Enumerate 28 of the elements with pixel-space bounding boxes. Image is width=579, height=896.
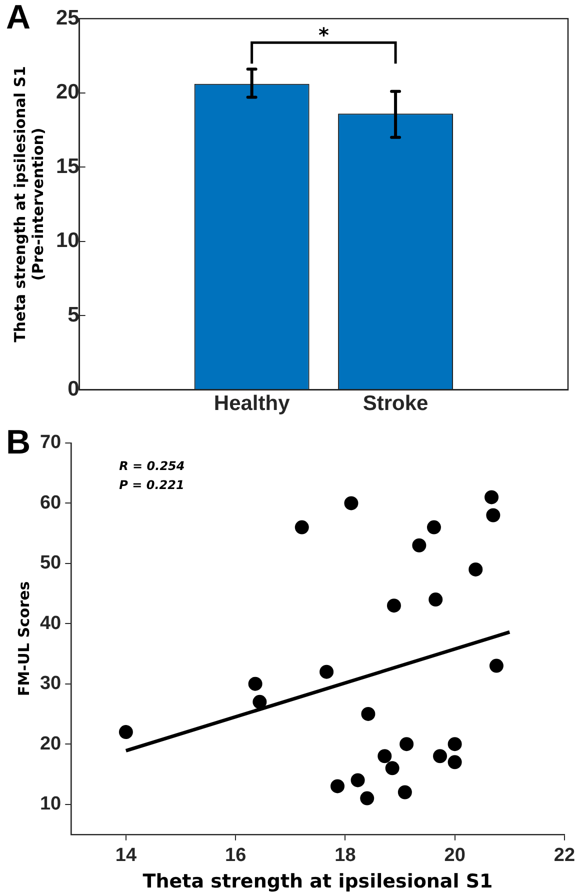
y-tick-label: 0 xyxy=(68,378,80,401)
y-tick-label: 50 xyxy=(40,552,62,574)
annotation: P = 0.221 xyxy=(119,478,184,492)
x-tick-label: 16 xyxy=(224,845,246,866)
y-tick-label: 30 xyxy=(40,673,62,694)
y-tick-label: 15 xyxy=(56,154,80,178)
y-tick-label: 60 xyxy=(40,492,62,514)
chart-title: A xyxy=(6,0,31,36)
y-axis-title: Theta strength at ipsilesional S1 (Pre-intervention) xyxy=(10,66,47,342)
x-tick-label: Stroke xyxy=(362,392,428,416)
y-tick-label: 20 xyxy=(40,733,62,754)
x-tick-label: 18 xyxy=(334,845,356,866)
x-axis-title: Theta strength at ipsilesional S1 xyxy=(142,870,493,893)
y-tick-label: 10 xyxy=(56,229,80,252)
y-tick-label: 20 xyxy=(56,80,80,104)
annotation: R = 0.254 xyxy=(119,459,185,474)
y-tick-label: 5 xyxy=(68,303,80,326)
y-axis-title: FM-UL Scores xyxy=(14,581,33,696)
chart-title: B xyxy=(6,423,31,462)
y-tick-label: 10 xyxy=(40,794,62,815)
x-tick-label: Healthy xyxy=(214,392,290,416)
y-tick-label: 70 xyxy=(40,432,62,454)
x-tick-label: 20 xyxy=(444,845,466,866)
annotation: * xyxy=(318,22,330,47)
x-tick-label: 14 xyxy=(115,845,137,866)
y-tick-label: 25 xyxy=(56,6,80,30)
x-tick-label: 22 xyxy=(554,845,576,866)
y-tick-label: 40 xyxy=(40,612,62,634)
